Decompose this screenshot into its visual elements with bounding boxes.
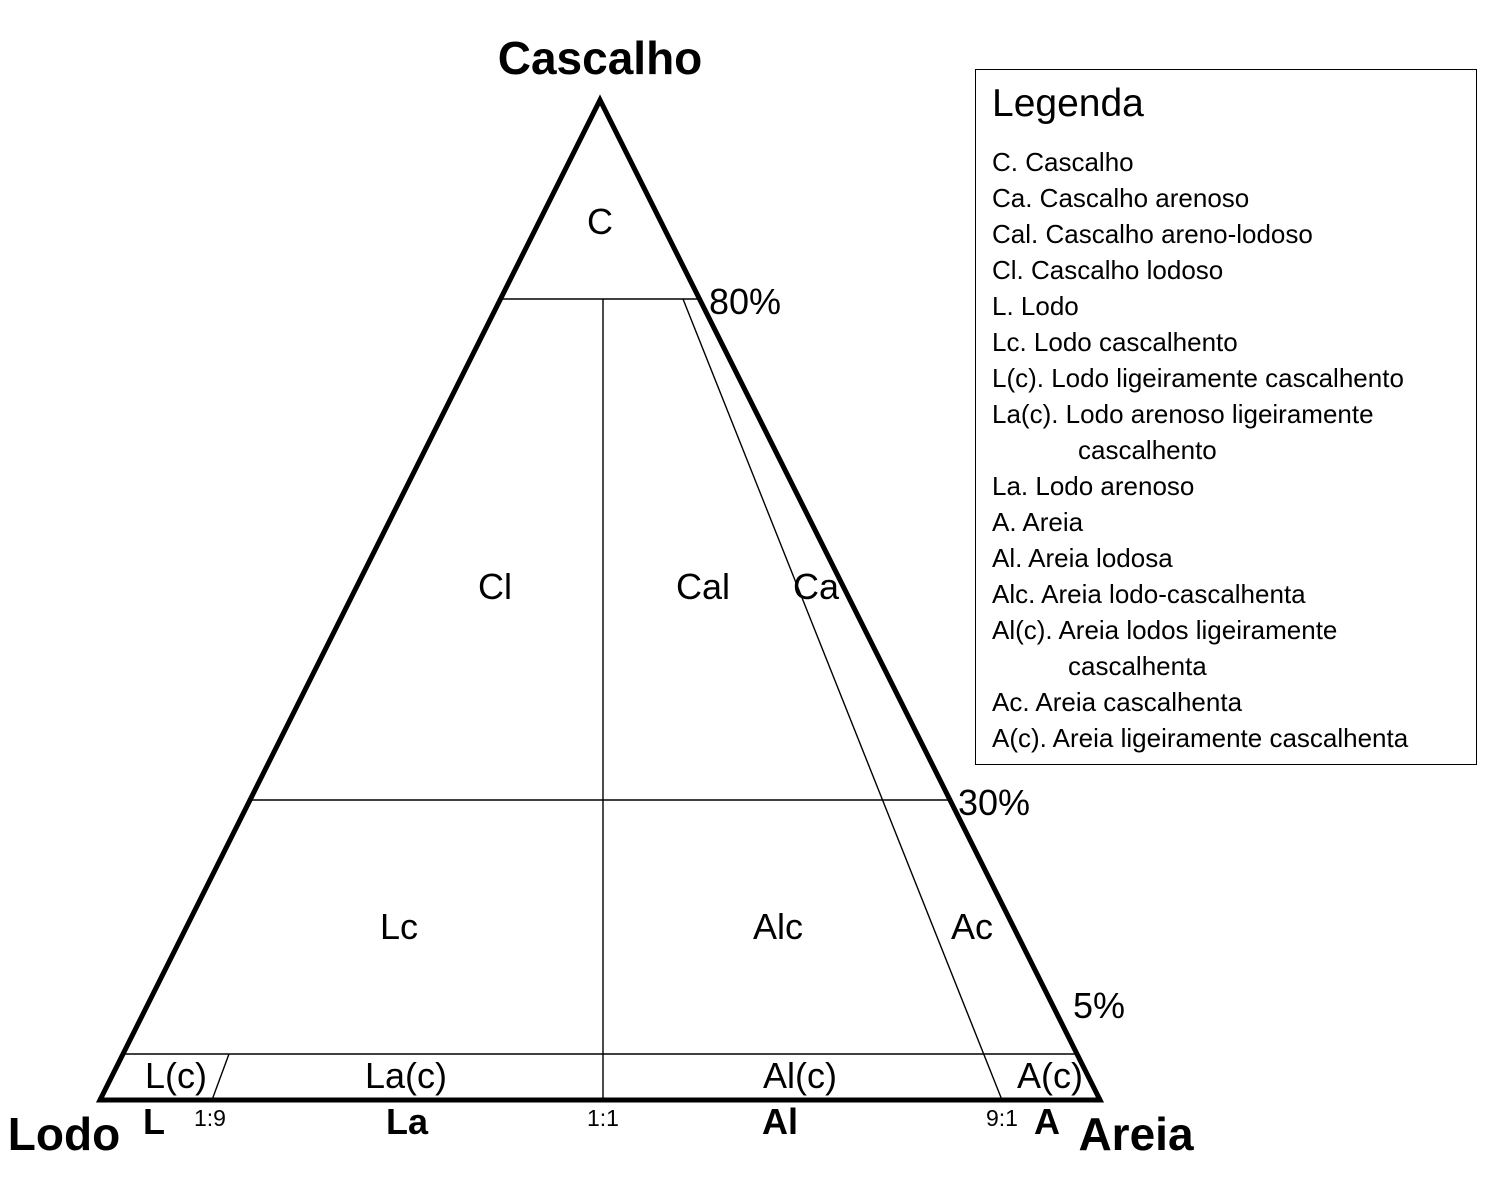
legend-item: La(c). Lodo arenoso ligeiramente bbox=[992, 399, 1374, 429]
region-label-cl: Cl bbox=[478, 566, 512, 607]
region-label-ca: Ca bbox=[793, 566, 840, 607]
region-label-ac: Ac bbox=[951, 906, 993, 947]
legend-box: Legenda C. Cascalho Ca. Cascalho arenoso… bbox=[975, 69, 1477, 765]
legend-item: Al(c). Areia lodos ligeiramente bbox=[992, 615, 1338, 645]
region-label-alc: Alc bbox=[753, 906, 803, 947]
legend-item: A. Areia bbox=[992, 507, 1084, 537]
level-label-5: 5% bbox=[1073, 985, 1125, 1026]
legend-item: Cl. Cascalho lodoso bbox=[992, 255, 1224, 285]
region-label-a-slight: A(c) bbox=[1017, 1055, 1083, 1096]
level-label-80: 80% bbox=[709, 281, 781, 322]
class-label-la: La bbox=[386, 1101, 429, 1142]
legend-item: C. Cascalho bbox=[992, 147, 1134, 177]
region-label-lc: Lc bbox=[380, 906, 418, 947]
region-label-cal: Cal bbox=[676, 566, 730, 607]
class-label-a: A bbox=[1034, 1101, 1060, 1142]
vertex-label-top: Cascalho bbox=[498, 32, 703, 84]
divider-1-9 bbox=[211, 1053, 230, 1101]
class-label-l: L bbox=[143, 1101, 165, 1142]
region-label-c: C bbox=[587, 201, 613, 242]
legend-list: C. Cascalho Ca. Cascalho arenoso Cal. Ca… bbox=[992, 144, 1408, 756]
legend-title: Legenda bbox=[992, 82, 1144, 125]
legend-item: Alc. Areia lodo-cascalhenta bbox=[992, 579, 1306, 609]
ratio-label-1-1: 1:1 bbox=[587, 1105, 619, 1131]
vertex-label-left: Lodo bbox=[8, 1108, 120, 1160]
legend-item: Al. Areia lodosa bbox=[992, 543, 1173, 573]
triangle-outline bbox=[95, 94, 1105, 1103]
legend-item: Lc. Lodo cascalhento bbox=[992, 327, 1238, 357]
ratio-label-1-9: 1:9 bbox=[194, 1105, 226, 1131]
class-label-al: Al bbox=[762, 1101, 798, 1142]
legend-item: La. Lodo arenoso bbox=[992, 471, 1195, 501]
legend-item: L. Lodo bbox=[992, 291, 1079, 321]
legend-item-continuation: cascalhento bbox=[1078, 435, 1217, 465]
legend-item: A(c). Areia ligeiramente cascalhenta bbox=[992, 723, 1409, 753]
legend-item: L(c). Lodo ligeiramente cascalhento bbox=[992, 363, 1404, 393]
region-label-la-slight: La(c) bbox=[365, 1055, 447, 1096]
legend-item: Ac. Areia cascalhenta bbox=[992, 687, 1243, 717]
legend-item-continuation: cascalhenta bbox=[1068, 651, 1207, 681]
ratio-label-9-1: 9:1 bbox=[986, 1105, 1018, 1131]
region-label-al-slight: Al(c) bbox=[763, 1055, 837, 1096]
legend-item: Ca. Cascalho arenoso bbox=[992, 183, 1250, 213]
divider-9-1 bbox=[682, 298, 1003, 1101]
legend-item: Cal. Cascalho areno-lodoso bbox=[992, 219, 1313, 249]
vertex-label-right: Areia bbox=[1078, 1108, 1193, 1160]
level-label-30: 30% bbox=[958, 782, 1030, 823]
region-label-l-slight: L(c) bbox=[145, 1055, 207, 1096]
